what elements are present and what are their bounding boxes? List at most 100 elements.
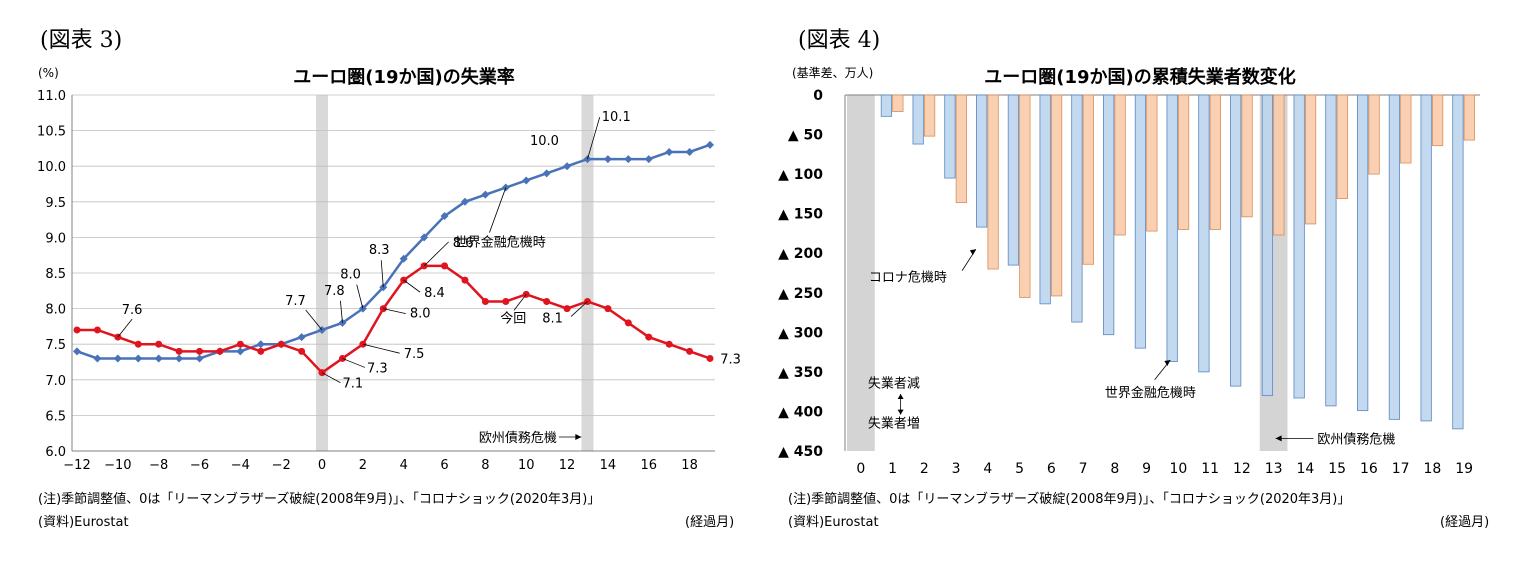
data-point xyxy=(461,276,469,284)
x-tick-label: 0 xyxy=(856,461,865,477)
data-point xyxy=(624,155,633,164)
x-tick-label: 2 xyxy=(359,458,367,473)
x-tick-label: 14 xyxy=(1296,461,1314,477)
left-note: (注)季節調整値、0は「リーマンブラザーズ破綻(2008年9月)」、「コロナショ… xyxy=(38,492,601,507)
data-point xyxy=(563,162,572,171)
data-point xyxy=(603,155,612,164)
data-point xyxy=(441,262,449,270)
data-point xyxy=(298,347,306,355)
data-label: 8.1 xyxy=(542,311,563,326)
x-tick-label: 5 xyxy=(1015,461,1024,477)
y-tick-label: 6.5 xyxy=(45,409,66,424)
bar xyxy=(1230,94,1242,387)
data-point xyxy=(236,347,245,356)
leader-line xyxy=(342,358,366,368)
data-point xyxy=(706,140,714,149)
leader-line xyxy=(587,116,601,160)
data-point xyxy=(440,212,449,221)
direction-label: 失業者増 xyxy=(868,415,920,431)
x-tick-label: 1 xyxy=(888,461,897,477)
data-point xyxy=(297,333,306,342)
leader-line xyxy=(380,260,384,288)
y-tick-label: 9.5 xyxy=(45,196,66,211)
bar xyxy=(1431,94,1444,147)
x-tick-label: 10 xyxy=(1169,461,1187,477)
bar xyxy=(1071,94,1083,323)
x-tick-label: 14 xyxy=(600,458,617,473)
bar xyxy=(1400,94,1412,164)
data-point xyxy=(502,297,510,305)
arrow-head xyxy=(575,434,582,440)
bar xyxy=(955,94,967,203)
data-point xyxy=(154,354,163,363)
data-label: 8.0 xyxy=(340,268,361,283)
data-label: 10.0 xyxy=(530,134,559,149)
y-tick-label: ▲ 400 xyxy=(778,404,823,420)
leader-line xyxy=(403,279,421,293)
x-tick-label: −8 xyxy=(149,458,168,473)
data-point xyxy=(155,340,163,348)
x-tick-label: −4 xyxy=(231,458,250,473)
series-annotation: コロナ危機時 xyxy=(869,271,947,286)
x-tick-label: 12 xyxy=(1233,461,1251,477)
data-point xyxy=(196,347,204,355)
bar xyxy=(1368,94,1380,175)
data-point xyxy=(113,354,122,363)
y-tick-label: 8.0 xyxy=(45,303,66,318)
data-label: 欧州債務危機 xyxy=(479,431,557,446)
y-tick-label: 7.0 xyxy=(45,374,66,389)
x-tick-label: 4 xyxy=(400,458,408,473)
bar xyxy=(1198,94,1210,373)
bar xyxy=(987,94,999,270)
x-tick-label: 18 xyxy=(681,458,698,473)
x-tick-label: 10 xyxy=(518,458,535,473)
bar xyxy=(976,94,988,228)
bar xyxy=(880,94,893,117)
bar xyxy=(1357,94,1369,412)
y-tick-label: 8.5 xyxy=(45,267,66,282)
data-label: 10.1 xyxy=(602,110,631,125)
y-unit-label: (基準差、万人) xyxy=(792,65,873,80)
leader-line xyxy=(321,372,341,384)
bar xyxy=(1019,94,1031,298)
leader-line xyxy=(362,343,400,354)
y-tick-label: ▲ 150 xyxy=(778,207,823,223)
direction-label: 失業者減 xyxy=(868,376,920,392)
y-tick-label: 11.0 xyxy=(37,89,66,104)
data-point xyxy=(216,347,224,355)
data-point xyxy=(420,233,429,242)
data-label: 7.6 xyxy=(122,303,143,318)
leader-line xyxy=(340,300,343,323)
y-tick-label: 0 xyxy=(813,88,823,104)
data-point xyxy=(542,169,551,178)
x-tick-label: 18 xyxy=(1423,461,1441,477)
x-tick-label: 12 xyxy=(559,458,576,473)
figure-label-3: (図表 3) xyxy=(40,28,123,53)
y-tick-label: ▲ 200 xyxy=(778,246,823,262)
bar xyxy=(1103,94,1115,336)
data-point xyxy=(522,176,531,185)
x-tick-label: 3 xyxy=(952,461,961,477)
bar xyxy=(1146,94,1158,232)
leader-line xyxy=(570,301,588,317)
x-tick-label: 13 xyxy=(1265,461,1283,477)
bar xyxy=(1452,94,1464,430)
arrow-head xyxy=(1275,435,1282,442)
data-label: 8.3 xyxy=(369,243,390,258)
y-tick-label: ▲ 50 xyxy=(788,128,823,144)
data-point xyxy=(665,340,673,348)
bar xyxy=(1166,94,1178,363)
x-tick-label: 6 xyxy=(440,458,448,473)
chart-title: ユーロ圏(19か国)の失業率 xyxy=(293,66,515,88)
x-tick-label: 6 xyxy=(1047,461,1056,477)
left-source: (資料)Eurostat xyxy=(38,515,129,530)
bar xyxy=(1325,94,1337,407)
shaded-band xyxy=(847,95,875,451)
data-point xyxy=(277,340,285,348)
right-source: (資料)Eurostat xyxy=(788,515,879,530)
bar xyxy=(1261,94,1274,397)
x-tick-label: 7 xyxy=(1079,461,1088,477)
data-point xyxy=(481,297,489,305)
y-tick-label: ▲ 350 xyxy=(778,365,823,381)
bar xyxy=(1304,94,1317,225)
